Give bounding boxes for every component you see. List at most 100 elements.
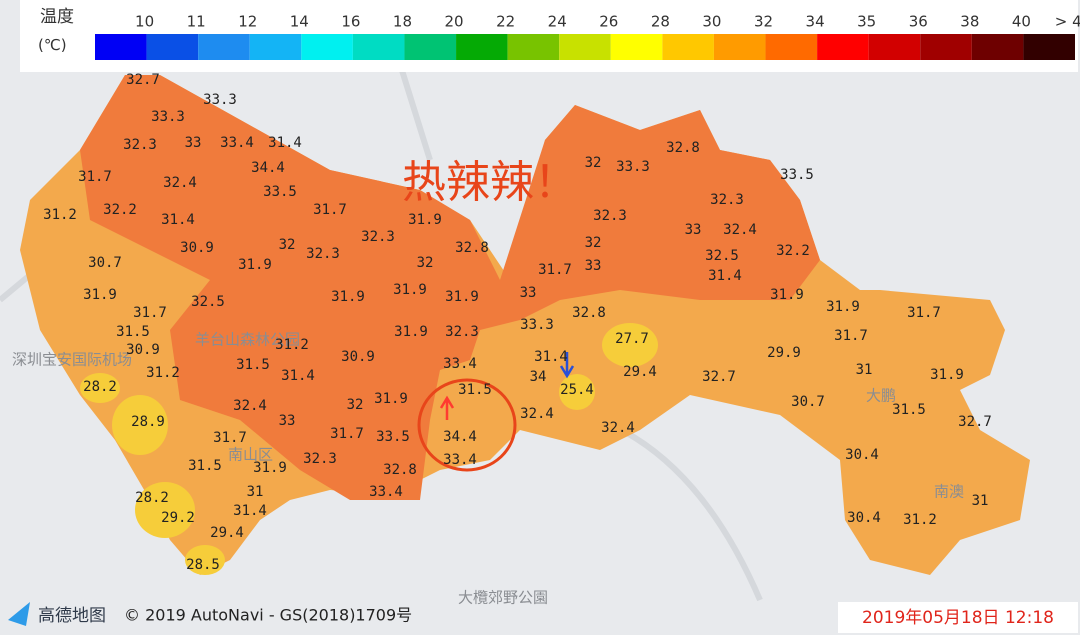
down-arrow [559,352,575,379]
temperature-reading: 34.4 [251,160,285,176]
temperature-reading: 32.5 [191,294,225,310]
temperature-reading: 30.7 [791,394,825,410]
legend-swatch [817,34,869,60]
temperature-reading: 32.4 [233,398,267,414]
temperature-reading: 31.7 [538,262,572,278]
legend-label: 20 [445,13,464,31]
legend-label: > 40 [1055,13,1080,31]
temperature-reading: 31.4 [708,268,742,284]
temperature-reading: 33 [685,222,702,238]
temperature-reading: 31.2 [146,365,180,381]
temperature-reading: 28.5 [186,557,220,573]
legend-swatch [301,34,353,60]
temperature-reading: 31.9 [374,391,408,407]
temperature-reading: 31.5 [458,382,492,398]
legend-label: 38 [960,13,979,31]
temperature-reading: 31.7 [133,305,167,321]
legend-swatch [456,34,508,60]
temperature-reading: 32 [585,235,602,251]
temperature-reading: 31.9 [445,289,479,305]
temperature-reading: 32.2 [103,202,137,218]
place-name: 羊台山森林公园 [195,331,300,349]
temperature-reading: 33 [520,285,537,301]
legend-swatch [610,34,663,60]
legend-swatch [662,34,714,60]
temperature-reading: 29.2 [161,510,195,526]
legend-label: 16 [341,13,360,31]
temperature-reading: 33.4 [443,452,477,468]
temperature-reading: 32 [417,255,434,271]
legend-label: 32 [754,13,773,31]
place-name: 深圳宝安国际机场 [12,351,132,369]
temperature-reading: 31.9 [826,299,860,315]
legend-label: 10 [135,13,154,31]
legend-label: 35 [857,13,876,31]
legend-label: 26 [599,13,618,31]
temperature-reading: 29.4 [210,525,244,541]
temperature-reading: 31.7 [907,305,941,321]
legend-label: 18 [393,13,412,31]
place-name: 南澳 [934,483,964,501]
temperature-reading: 32.7 [958,414,992,430]
temperature-reading: 33.3 [151,109,185,125]
temperature-reading: 33.4 [443,356,477,372]
temperature-reading: 31.2 [275,337,309,353]
legend-title: 温度 [40,7,74,27]
temperature-reading: 31.7 [213,430,247,446]
temperature-reading: 28.2 [135,490,169,506]
annotation: 热辣辣！ [402,157,578,208]
up-arrow [439,395,455,420]
temperature-reading: 27.7 [615,331,649,347]
legend-label: 40 [1012,13,1031,31]
temperature-reading: 25.4 [560,382,594,398]
temperature-reading: 31.4 [534,349,568,365]
temperature-reading: 34.4 [443,429,477,445]
temperature-reading: 32.7 [702,369,736,385]
legend-swatch [198,34,250,60]
legend-label: 36 [909,13,928,31]
temperature-reading: 32.4 [163,175,197,191]
temperature-reading: 31.7 [834,328,868,344]
temperature-reading: 31.4 [268,135,302,151]
copyright: © 2019 AutoNavi - GS(2018)1709号 [124,606,412,625]
temperature-reading: 33.3 [520,317,554,333]
temperature-reading: 32.3 [361,229,395,245]
timestamp: 2019年05月18日 12:18 [862,608,1054,628]
temperature-reading: 32 [279,237,296,253]
temperature-reading: 28.9 [131,414,165,430]
temperature-reading: 31.4 [233,503,267,519]
temperature-reading: 33.4 [220,135,254,151]
temperature-reading: 31.4 [281,368,315,384]
temperature-reading: 31.9 [238,257,272,273]
legend-swatch [920,34,972,60]
temperature-reading: 31.9 [770,287,804,303]
legend-swatch [249,34,302,60]
temperature-reading: 31.7 [78,169,112,185]
temperature-reading: 31.9 [393,282,427,298]
temperature-reading: 32.2 [776,243,810,259]
place-name: 大鹏 [866,387,896,405]
legend-swatch [868,34,921,60]
temperature-reading: 32.8 [572,305,606,321]
temperature-reading: 31.7 [313,202,347,218]
temperature-reading: 31.5 [116,324,150,340]
legend-label: 28 [651,13,670,31]
place-name: 南山区 [228,446,273,464]
temperature-reading: 32 [585,155,602,171]
temperature-reading: 32.4 [520,406,554,422]
temperature-reading: 31.4 [161,212,195,228]
temperature-reading: 31.5 [236,357,270,373]
temperature-reading: 32.8 [383,462,417,478]
temperature-reading: 30.9 [126,342,160,358]
logo-icon [8,602,30,626]
temperature-reading: 32.3 [710,192,744,208]
legend-unit: (℃) [38,36,67,54]
temperature-reading: 33.5 [376,429,410,445]
legend-label: 12 [238,13,257,31]
temperature-reading: 32.3 [593,208,627,224]
temperature-reading: 33.5 [263,184,297,200]
legend-swatch [1023,34,1075,60]
temperature-reading: 30.4 [845,447,879,463]
